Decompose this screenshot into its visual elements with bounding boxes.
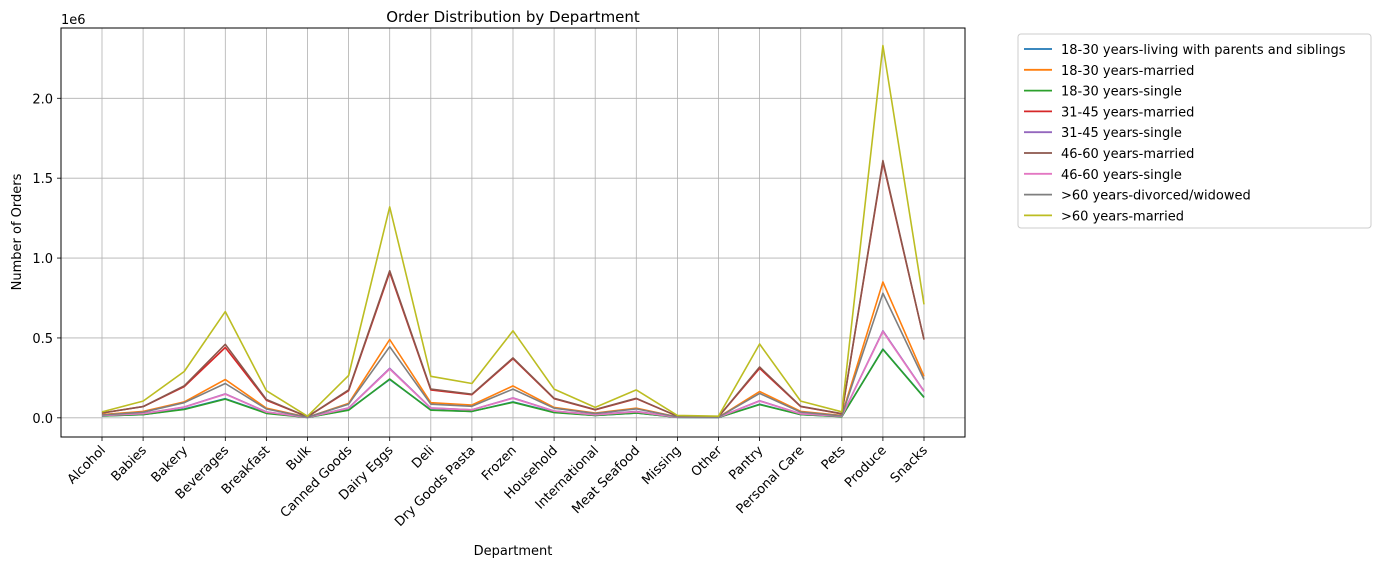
legend-label: >60 years-married <box>1061 209 1184 224</box>
legend-label: 46-60 years-married <box>1061 147 1194 162</box>
legend-label: >60 years-divorced/widowed <box>1061 189 1251 204</box>
x-axis-label: Department <box>474 544 553 559</box>
series-line <box>101 159 925 418</box>
legend-frame <box>1017 33 1372 229</box>
series-line <box>101 44 925 418</box>
y-tick-label: 0.5 <box>32 332 53 347</box>
y-tick-label: 1.5 <box>32 172 53 187</box>
series-line <box>101 292 925 419</box>
legend-label: 31-45 years-married <box>1061 105 1194 120</box>
y-offset-text: 1e6 <box>61 13 86 28</box>
legend: 18-30 years-living with parents and sibl… <box>1017 33 1372 229</box>
series-line <box>101 330 925 419</box>
legend-label: 31-45 years-single <box>1061 126 1182 141</box>
y-tick-label: 2.0 <box>32 92 53 107</box>
series-line <box>101 348 925 419</box>
legend-label: 46-60 years-single <box>1061 168 1182 183</box>
y-tick-label: 1.0 <box>32 252 53 267</box>
y-axis-label: Number of Orders <box>10 173 25 290</box>
series-lines <box>101 44 925 419</box>
legend-label: 18-30 years-married <box>1061 64 1194 79</box>
series-line <box>101 281 925 419</box>
legend-label: 18-30 years-living with parents and sibl… <box>1061 43 1346 58</box>
y-tick-label: 0.0 <box>32 412 53 427</box>
chart-title: Order Distribution by Department <box>386 8 640 26</box>
legend-label: 18-30 years-single <box>1061 85 1182 100</box>
grid <box>61 28 965 437</box>
